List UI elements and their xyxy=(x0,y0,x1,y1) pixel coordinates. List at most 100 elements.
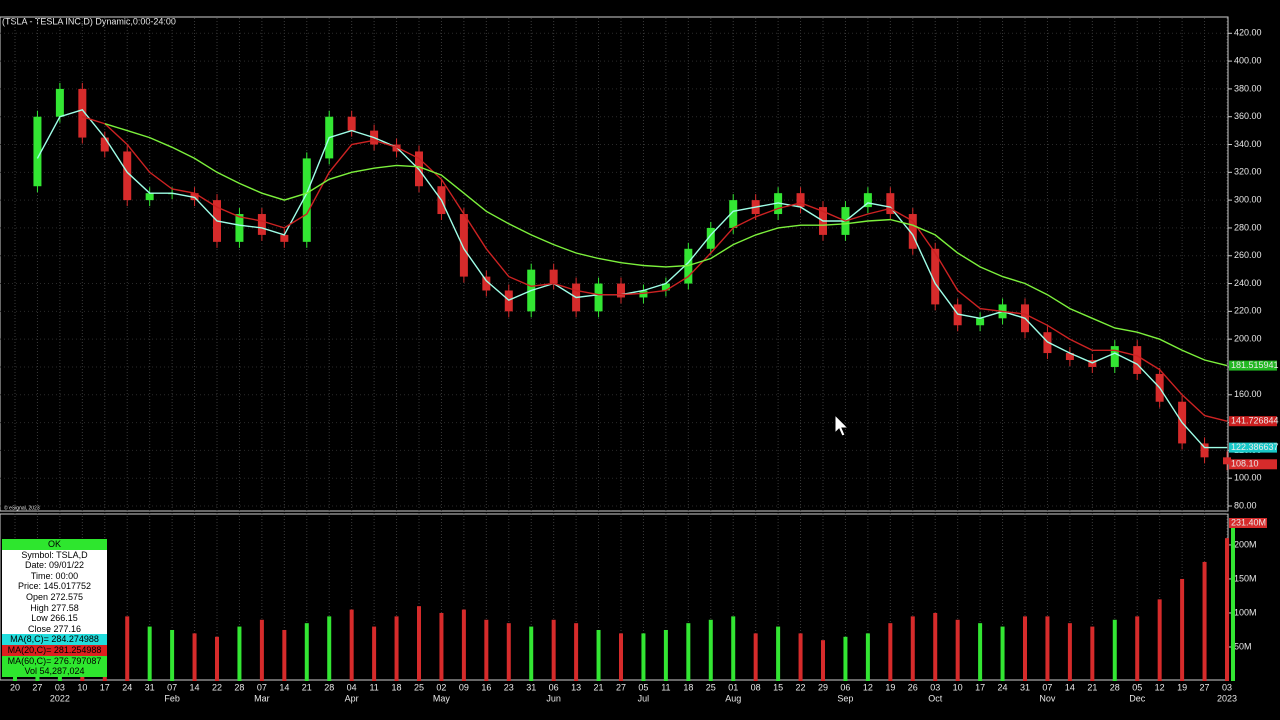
volume-bar xyxy=(843,636,848,681)
volume-bar xyxy=(1135,616,1140,681)
x-tick-label: 27 xyxy=(32,682,42,692)
volume-tick-label: 200M xyxy=(1234,539,1257,549)
volume-bar xyxy=(1112,619,1117,681)
x-tick-label: 26 xyxy=(908,682,918,692)
data-window: OK Symbol: TSLA,D Date: 09/01/22 Time: 00:0… xyxy=(2,539,107,677)
data-window-row: High 277.58 xyxy=(2,602,107,614)
x-tick-label: 28 xyxy=(234,682,244,692)
x-tick-label: 31 xyxy=(526,682,536,692)
candle xyxy=(1110,346,1119,367)
data-window-row: Symbol: TSLA,D xyxy=(2,549,107,561)
candle xyxy=(280,234,289,242)
data-window-row: MA(20,C)= 281.254988 xyxy=(2,644,107,656)
x-tick-label: 25 xyxy=(706,682,716,692)
volume-tick-label: 150M xyxy=(1234,573,1257,583)
month-label: Feb xyxy=(164,693,180,703)
candle xyxy=(257,214,266,235)
y-tick-label: 260.00 xyxy=(1234,250,1262,260)
volume-bar xyxy=(1067,623,1072,681)
volume-bar xyxy=(170,629,175,681)
month-label: May xyxy=(433,693,451,703)
last-value-label: 181.515941 xyxy=(1231,360,1279,370)
chart-title: (TSLA - TESLA INC,D) Dynamic,0:00-24:00 xyxy=(2,16,176,26)
data-window-row: OK xyxy=(2,539,107,550)
x-tick-label: 13 xyxy=(571,682,581,692)
candle xyxy=(482,276,491,291)
x-tick-label: 05 xyxy=(1132,682,1142,692)
volume-bar xyxy=(237,626,242,681)
y-tick-label: 360.00 xyxy=(1234,111,1262,121)
volume-bar xyxy=(439,612,444,681)
x-tick-label: 14 xyxy=(1065,682,1075,692)
volume-bar xyxy=(596,629,601,681)
y-tick-label: 280.00 xyxy=(1234,222,1262,232)
x-tick-label: 21 xyxy=(302,682,312,692)
volume-bar xyxy=(349,609,354,681)
y-tick-label: 340.00 xyxy=(1234,139,1262,149)
x-tick-label: 19 xyxy=(885,682,895,692)
last-value-box xyxy=(1229,442,1277,453)
volume-bar xyxy=(259,619,264,681)
candle xyxy=(235,214,244,242)
data-window-row: Price: 145.017752 xyxy=(2,581,107,592)
volume-bar xyxy=(1023,616,1027,681)
price-panel xyxy=(0,16,1229,512)
x-tick-label: 08 xyxy=(751,682,761,692)
volume-bar xyxy=(865,633,870,681)
volume-bar xyxy=(1090,626,1095,681)
y-tick-label: 200.00 xyxy=(1234,334,1262,344)
y-tick-label: 380.00 xyxy=(1234,83,1262,93)
month-label: Mar xyxy=(254,693,270,703)
ma-line xyxy=(36,108,1227,449)
x-tick-label: 20 xyxy=(10,682,20,692)
volume-tick-label: 50M xyxy=(1234,641,1252,651)
volume-bar xyxy=(394,616,399,681)
month-label: Apr xyxy=(345,693,359,703)
volume-bar xyxy=(910,616,915,681)
volume-bar xyxy=(282,629,287,681)
ma-line xyxy=(82,116,1228,422)
candle xyxy=(190,193,199,201)
candle xyxy=(661,283,670,291)
candle xyxy=(594,283,603,312)
volume-bar xyxy=(955,619,960,681)
candle xyxy=(617,283,625,298)
y-tick-label: 160.00 xyxy=(1234,389,1262,399)
x-tick-label: 11 xyxy=(369,682,378,692)
x-tick-label: 14 xyxy=(190,682,200,692)
volume-bar xyxy=(933,612,938,681)
volume-bar xyxy=(147,626,152,681)
candle xyxy=(908,214,917,249)
x-tick-label: 21 xyxy=(594,682,604,692)
volume-bar xyxy=(708,619,713,681)
last-value-label: 141.726844 xyxy=(1231,416,1279,426)
volume-bar xyxy=(686,623,691,681)
last-value-box xyxy=(1229,459,1277,470)
volume-bar xyxy=(821,640,825,681)
x-tick-label: 07 xyxy=(167,682,177,692)
last-value-box xyxy=(1229,416,1277,427)
last-value-label: 231.40M xyxy=(1231,517,1266,527)
candle xyxy=(931,248,940,305)
x-tick-label: 24 xyxy=(998,682,1008,692)
last-value-box xyxy=(1229,518,1267,528)
last-value-label: 108.10 xyxy=(1231,459,1259,469)
x-tick-label: 04 xyxy=(347,682,357,692)
candle xyxy=(729,200,738,228)
data-window-row: Close 277.16 xyxy=(2,623,107,635)
y-tick-label: 240.00 xyxy=(1234,278,1262,288)
candle xyxy=(796,193,805,208)
x-tick-label: 05 xyxy=(638,682,648,692)
x-tick-label: 12 xyxy=(1155,682,1165,692)
volume-bar xyxy=(484,619,489,681)
x-tick-label: 03 xyxy=(1222,682,1232,692)
candle xyxy=(976,318,985,326)
volume-bar xyxy=(215,636,219,681)
volume-bar xyxy=(1180,578,1185,681)
x-tick-label: 11 xyxy=(661,682,670,692)
data-window-row: Date: 09/01/22 xyxy=(2,560,107,571)
candle xyxy=(1200,443,1209,458)
